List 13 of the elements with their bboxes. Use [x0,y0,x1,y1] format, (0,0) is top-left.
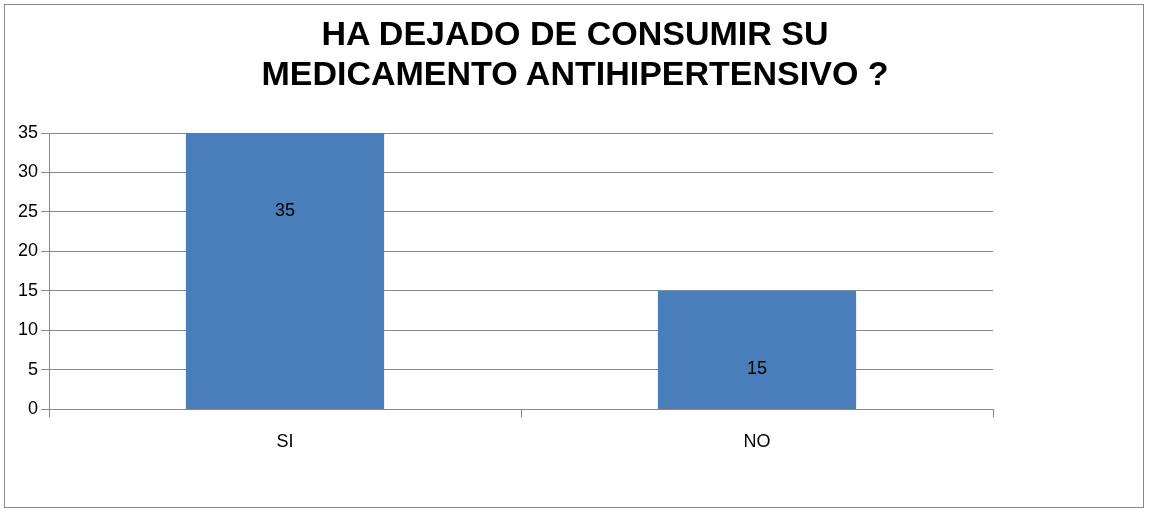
y-tick-label: 5 [28,358,39,379]
chart-title: HA DEJADO DE CONSUMIR SU MEDICAMENTO ANTIHIPERTENSIVO ? [260,13,890,93]
y-tick-label: 0 [28,398,39,419]
data-label: 15 [746,357,768,378]
y-tick-label: 30 [17,161,39,182]
y-tick-label: 35 [17,121,39,142]
data-label: 35 [275,199,296,220]
y-tick-label: 15 [17,279,39,300]
x-tick-label: NO [743,431,771,452]
y-tick-label: 25 [17,200,39,221]
y-tick-label: 20 [17,240,39,261]
y-tick-label: 10 [17,319,39,340]
x-tick-label: SI [276,431,294,452]
